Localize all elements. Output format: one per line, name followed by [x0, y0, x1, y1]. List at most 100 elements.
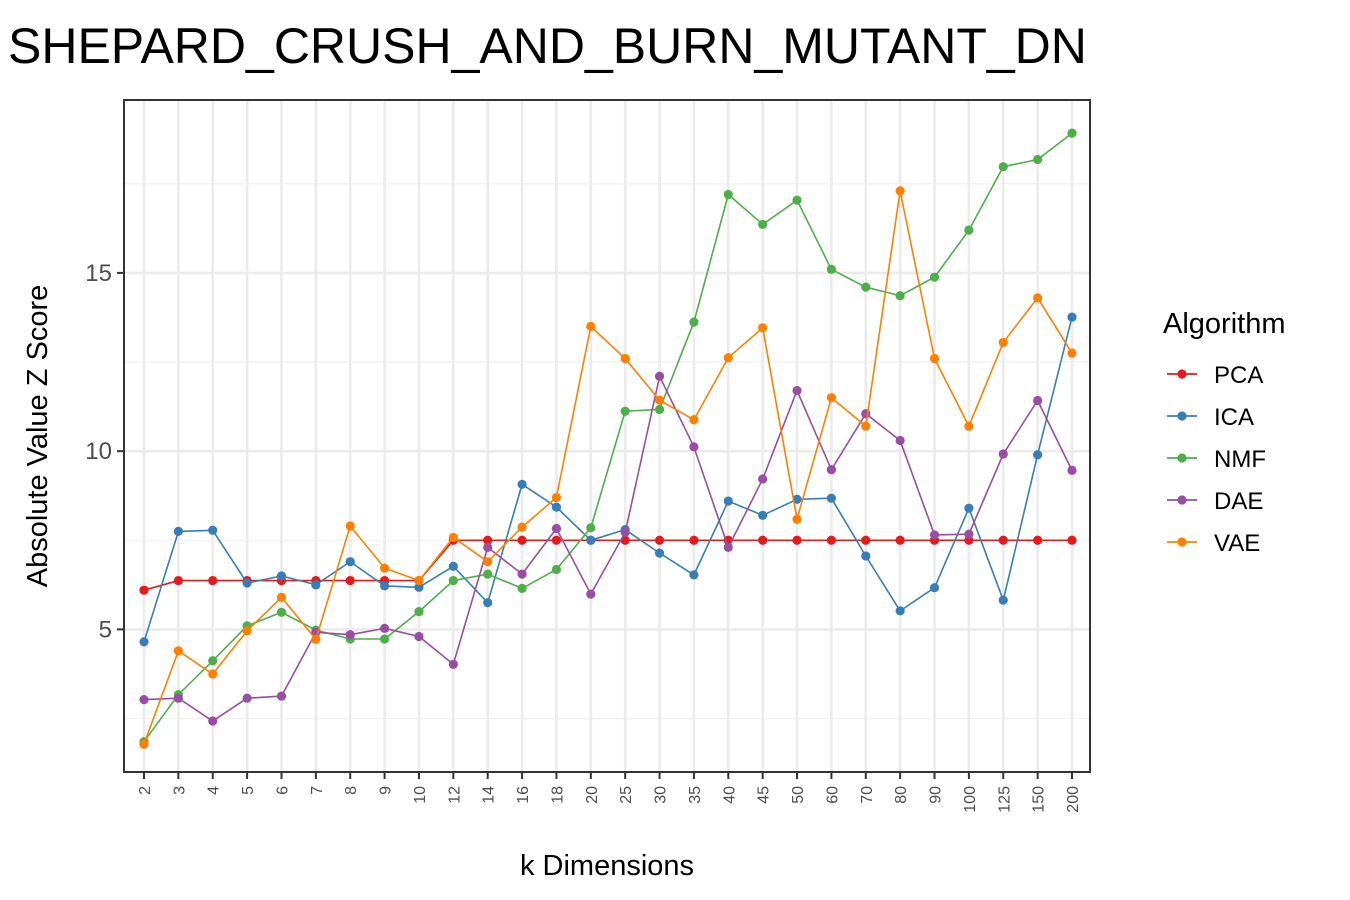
data-point-pca — [654, 535, 665, 545]
data-point-pca — [208, 575, 218, 586]
data-point-ica — [276, 571, 287, 581]
legend-key-point-dae — [1177, 495, 1187, 505]
x-tick-label: 9 — [378, 786, 395, 795]
data-point-dae — [414, 631, 424, 642]
plot-panel — [124, 100, 1090, 772]
y-axis-title: Absolute Value Z Score — [22, 285, 54, 588]
data-point-pca — [998, 535, 1008, 545]
data-point-vae — [208, 669, 218, 679]
data-point-pca — [551, 535, 562, 545]
data-point-nmf — [998, 162, 1008, 172]
data-point-vae — [448, 532, 458, 543]
x-tick-label: 200 — [1065, 786, 1082, 813]
legend-title: Algorithm — [1163, 308, 1286, 340]
data-point-vae — [173, 646, 183, 656]
data-point-pca — [345, 575, 355, 586]
data-point-nmf — [586, 523, 596, 533]
data-point-vae — [723, 353, 733, 363]
series-line-ica — [143, 316, 1073, 643]
x-tick-label: 16 — [515, 786, 532, 804]
legend-label-nmf: NMF — [1214, 446, 1266, 473]
data-point-pca — [758, 535, 768, 545]
data-point-vae — [792, 514, 802, 524]
legend-label-vae: VAE — [1214, 530, 1260, 557]
data-point-vae — [758, 323, 768, 333]
y-tick-label: 15 — [85, 260, 112, 287]
data-point-vae — [517, 522, 527, 532]
legend-key-point-ica — [1177, 411, 1187, 421]
data-point-dae — [448, 659, 458, 669]
data-point-pca — [861, 535, 871, 545]
x-tick-label: 90 — [928, 786, 945, 804]
data-point-vae — [826, 393, 837, 403]
x-tick-label: 40 — [721, 786, 738, 804]
x-tick-label: 125 — [996, 786, 1013, 813]
data-point-vae — [379, 563, 390, 573]
x-tick-label: 2 — [137, 786, 154, 795]
data-point-nmf — [826, 264, 837, 274]
x-tick-label: 6 — [274, 786, 291, 795]
data-point-vae — [242, 626, 252, 636]
data-point-vae — [276, 592, 287, 602]
data-point-vae — [1067, 348, 1077, 358]
data-point-pca — [517, 535, 527, 545]
x-tick-label: 7 — [309, 786, 326, 795]
data-point-vae — [139, 739, 149, 749]
data-point-pca — [826, 535, 837, 545]
data-point-vae — [654, 395, 665, 405]
y-tick-label: 5 — [99, 616, 112, 643]
data-point-nmf — [861, 282, 871, 292]
data-point-dae — [1067, 465, 1077, 476]
data-point-dae — [379, 623, 390, 633]
x-tick-label: 20 — [584, 786, 601, 804]
legend-label-pca: PCA — [1214, 362, 1263, 389]
x-tick-label: 80 — [893, 786, 910, 804]
data-point-ica — [964, 503, 974, 513]
data-point-vae — [929, 353, 940, 364]
data-point-dae — [723, 542, 733, 553]
data-point-dae — [483, 542, 493, 553]
data-point-ica — [517, 479, 527, 489]
data-point-dae — [517, 569, 527, 579]
x-tick-label: 150 — [1031, 786, 1048, 813]
data-point-vae — [586, 321, 596, 331]
data-point-nmf — [895, 291, 905, 301]
data-point-pca — [173, 575, 183, 586]
x-tick-label: 5 — [240, 786, 257, 795]
data-point-ica — [826, 493, 837, 503]
chart-title: SHEPARD_CRUSH_AND_BURN_MUTANT_DN — [8, 18, 1087, 74]
data-point-vae — [689, 415, 699, 425]
grid-major — [124, 100, 1090, 772]
data-point-nmf — [1067, 128, 1077, 138]
data-point-pca — [483, 535, 493, 545]
x-tick-label: 8 — [343, 786, 360, 795]
data-point-ica — [758, 510, 768, 520]
series-line-dae — [143, 373, 1073, 722]
data-point-ica — [723, 496, 733, 506]
data-point-dae — [173, 693, 183, 703]
data-point-nmf — [929, 272, 940, 282]
data-point-dae — [551, 523, 562, 534]
data-point-dae — [620, 527, 630, 538]
x-tick-label: 30 — [653, 786, 670, 804]
data-point-ica — [379, 581, 390, 591]
data-point-nmf — [208, 656, 218, 666]
x-tick-label: 18 — [549, 786, 566, 804]
x-tick-label: 60 — [824, 786, 841, 804]
data-point-ica — [311, 580, 321, 590]
data-point-nmf — [1033, 154, 1043, 165]
legend-key-point-pca — [1177, 369, 1187, 379]
data-point-vae — [620, 353, 630, 364]
data-point-dae — [998, 449, 1008, 459]
data-point-ica — [414, 582, 424, 592]
legend-key-point-nmf — [1177, 453, 1187, 463]
data-point-pca — [689, 535, 699, 545]
data-point-vae — [345, 521, 355, 531]
data-point-pca — [895, 535, 905, 545]
x-tick-label: 12 — [446, 786, 463, 804]
data-point-ica — [1033, 450, 1043, 460]
data-point-nmf — [379, 634, 390, 644]
data-point-dae — [792, 385, 802, 396]
data-point-nmf — [483, 569, 493, 579]
